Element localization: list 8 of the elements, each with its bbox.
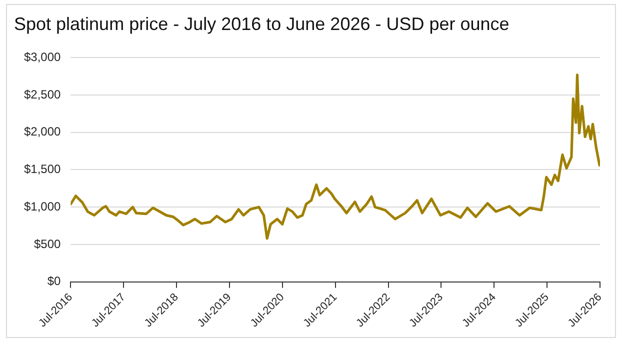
y-tick-label: $3,000 <box>24 50 62 64</box>
y-tick-label: $1,000 <box>24 199 62 214</box>
chart-title: Spot platinum price - July 2016 to June 2026 - USD per ounce <box>14 14 510 34</box>
y-tick-label: $1,500 <box>24 162 62 176</box>
y-tick-label: $2,000 <box>24 124 62 139</box>
y-tick-label: $0 <box>47 274 62 288</box>
y-tick-label: $500 <box>34 236 62 251</box>
y-tick-label: $2,500 <box>24 87 62 102</box>
